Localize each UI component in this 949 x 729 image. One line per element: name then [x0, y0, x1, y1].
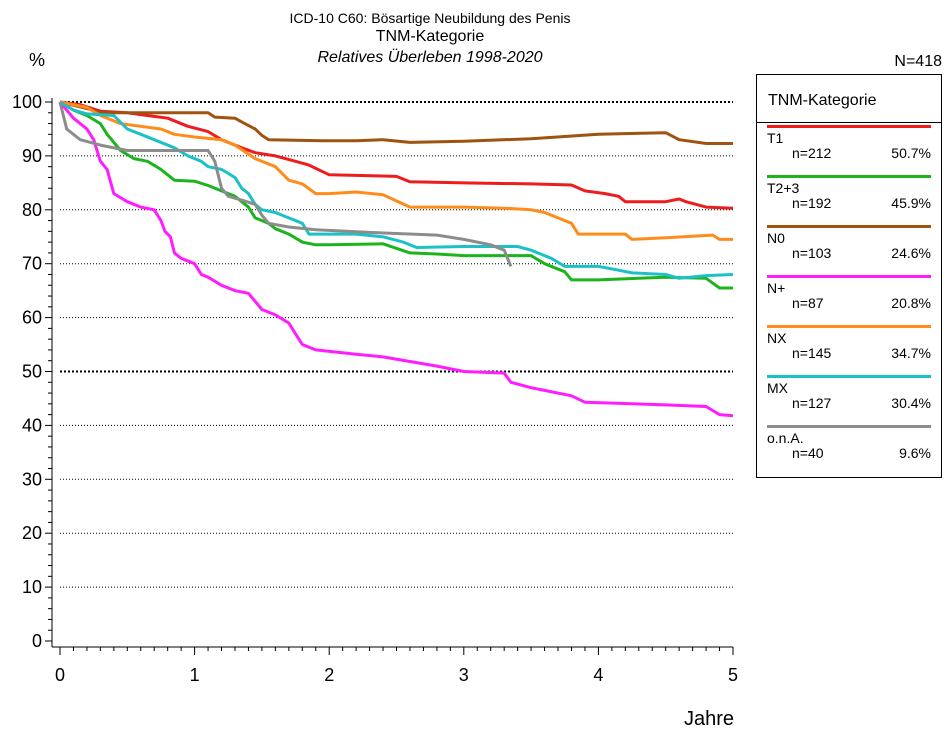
legend-percent: 50.7% — [891, 145, 931, 161]
y-tick-label: 100 — [12, 92, 42, 112]
series-line-T1 — [59, 100, 734, 210]
legend-percent: 45.9% — [891, 195, 931, 211]
y-tick-label: 20 — [22, 523, 42, 543]
legend-count: n=87 — [792, 295, 824, 311]
legend-swatch — [767, 225, 931, 228]
y-tick-label: 50 — [22, 362, 42, 382]
x-tick-label: 0 — [55, 665, 65, 685]
legend: TNM-Kategorie T1 n=212 50.7% T2+3 n=192 45.9%… — [756, 74, 942, 478]
gridlines — [60, 101, 733, 588]
legend-entry: N0 n=103 24.6% — [757, 225, 941, 275]
legend-divider — [757, 122, 941, 123]
y-tick-label: 90 — [22, 146, 42, 166]
legend-entry: T2+3 n=192 45.9% — [757, 175, 941, 225]
x-tick-label: 3 — [459, 665, 469, 685]
series-line-o.n.A. — [58, 101, 513, 267]
legend-label: NX — [767, 330, 787, 346]
x-tick-label: 4 — [593, 665, 603, 685]
legend-count: n=40 — [792, 445, 824, 461]
n-total: N=418 — [894, 53, 942, 70]
y-tick-label: 0 — [32, 631, 42, 651]
legend-count: n=103 — [792, 245, 832, 261]
legend-label: T2+3 — [767, 180, 800, 196]
legend-count: n=192 — [792, 195, 832, 211]
y-tick-label: 10 — [22, 577, 42, 597]
legend-count: n=212 — [792, 145, 832, 161]
legend-entry: NX n=145 34.7% — [757, 325, 941, 375]
legend-swatch — [767, 275, 931, 278]
axes: 0 10 20 30 40 50 60 70 80 90 100 0 1 2 3 4 5 — [12, 92, 738, 685]
series-line-NX — [59, 100, 733, 241]
series-lines — [58, 100, 734, 418]
legend-count: n=127 — [792, 395, 832, 411]
legend-entry: T1 n=212 50.7% — [757, 125, 941, 175]
legend-swatch — [767, 375, 931, 378]
legend-label: N+ — [767, 280, 786, 296]
legend-swatch — [767, 175, 931, 178]
y-tick-label: 40 — [22, 415, 42, 435]
legend-percent: 9.6% — [899, 445, 931, 461]
chart-period: Relatives Überleben 1998-2020 — [317, 48, 542, 66]
legend-label: MX — [767, 380, 788, 396]
y-tick-label: 30 — [22, 469, 42, 489]
legend-entry: N+ n=87 20.8% — [757, 275, 941, 325]
series-line-N0 — [59, 100, 733, 145]
legend-swatch — [767, 125, 931, 128]
series-line-MX — [59, 100, 734, 280]
legend-label: T1 — [767, 130, 784, 146]
legend-percent: 30.4% — [891, 395, 931, 411]
x-tick-label: 2 — [324, 665, 334, 685]
y-axis-label: % — [29, 50, 45, 70]
legend-label: o.n.A. — [767, 430, 804, 446]
y-tick-label: 70 — [22, 254, 42, 274]
series-line-N+ — [58, 101, 734, 418]
series-line-T2+3 — [59, 100, 733, 290]
legend-percent: 34.7% — [891, 345, 931, 361]
legend-count: n=145 — [792, 345, 832, 361]
chart-subtitle: TNM-Kategorie — [376, 28, 485, 45]
x-tick-label: 1 — [190, 665, 200, 685]
legend-swatch — [767, 425, 931, 428]
legend-entry: MX n=127 30.4% — [757, 375, 941, 425]
chart-title: ICD-10 C60: Bösartige Neubildung des Pen… — [290, 10, 571, 26]
legend-label: N0 — [767, 230, 785, 246]
y-tick-label: 60 — [22, 308, 42, 328]
legend-swatch — [767, 325, 931, 328]
legend-percent: 20.8% — [891, 295, 931, 311]
x-axis-label: Jahre — [684, 708, 734, 729]
legend-entry: o.n.A. n=40 9.6% — [757, 425, 941, 475]
x-tick-label: 5 — [728, 665, 738, 685]
legend-title: TNM-Kategorie — [768, 92, 877, 109]
legend-percent: 24.6% — [891, 245, 931, 261]
y-tick-label: 80 — [22, 200, 42, 220]
